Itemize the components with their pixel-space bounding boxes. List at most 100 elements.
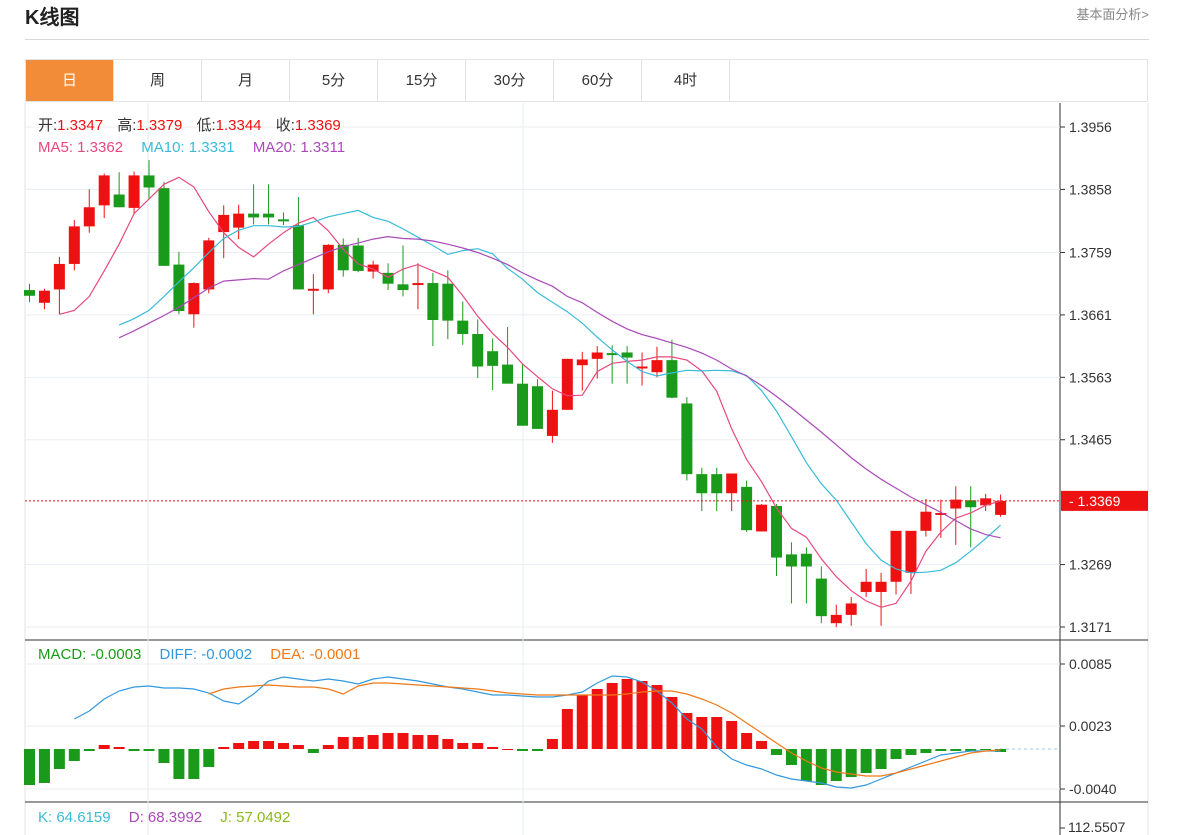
macd-bar	[292, 745, 304, 749]
page-title: K线图	[25, 7, 80, 29]
open-label: 开:	[38, 117, 57, 134]
tab-week[interactable]: 周	[114, 60, 202, 101]
y-tick-label: 1.3171	[1069, 619, 1112, 635]
macd-bar	[905, 749, 917, 755]
candle-body	[188, 283, 200, 315]
macd-bar	[307, 749, 319, 753]
dea-label: DEA: -0.0001	[270, 646, 360, 663]
macd-bar	[457, 743, 469, 749]
macd-bar	[875, 749, 887, 769]
candle-body	[83, 207, 95, 227]
candle-body	[935, 512, 947, 515]
macd-bar	[741, 733, 753, 749]
candle-body	[173, 264, 185, 312]
chart-frame	[24, 103, 1149, 835]
tab-5min[interactable]: 5分	[290, 60, 378, 101]
tab-day[interactable]: 日	[26, 60, 114, 101]
macd-bar	[143, 749, 155, 751]
candle-body	[606, 353, 618, 356]
candle-body	[920, 511, 932, 531]
y-tick-label: 1.3465	[1069, 432, 1112, 448]
tab-15min[interactable]: 15分	[378, 60, 466, 101]
macd-label: MACD: -0.0003	[38, 646, 141, 663]
title-divider	[25, 39, 1149, 40]
macd-bar	[711, 717, 723, 749]
y-tick-label: 1.3759	[1069, 244, 1112, 260]
macd-bar	[771, 749, 782, 755]
candle-body	[905, 530, 917, 573]
macd-bar	[800, 749, 812, 781]
macd-bar	[666, 697, 678, 749]
candle-body	[233, 213, 245, 228]
macd-bar	[322, 745, 334, 749]
candle-body	[636, 366, 648, 369]
macd-bar	[128, 749, 140, 751]
candle-body	[98, 175, 110, 206]
macd-bar	[487, 747, 499, 749]
kdj-info: K: 64.6159 D: 68.3992 J: 57.0492	[38, 809, 290, 826]
macd-bar	[845, 749, 857, 777]
macd-bar	[188, 749, 200, 779]
y-tick-label: 1.3269	[1069, 557, 1112, 573]
macd-bar	[397, 733, 409, 749]
fundamental-analysis-link[interactable]: 基本面分析>	[1076, 7, 1149, 22]
macd-bar	[531, 749, 543, 751]
candle-body	[412, 283, 424, 286]
y-tick-label: 1.3956	[1069, 119, 1112, 135]
macd-bar	[756, 741, 768, 749]
d-label: D: 68.3992	[129, 809, 202, 826]
macd-bar	[621, 679, 633, 749]
candle-body	[53, 263, 65, 290]
candle-body	[591, 352, 603, 359]
macd-bar	[890, 749, 902, 759]
candle-body	[561, 358, 573, 410]
macd-bar	[248, 741, 260, 749]
candle-body	[845, 603, 857, 615]
macd-bar	[38, 749, 50, 783]
macd-bar	[98, 745, 110, 749]
candle-body	[143, 175, 155, 188]
candle-body	[24, 290, 35, 296]
tab-30min[interactable]: 30分	[466, 60, 554, 101]
close-value: 1.3369	[295, 117, 341, 134]
macd-bar	[696, 717, 708, 749]
high-value: 1.3379	[136, 117, 182, 134]
macd-bar	[337, 737, 349, 749]
macd-bar	[218, 747, 230, 749]
macd-bar	[83, 749, 95, 751]
macd-bar	[442, 739, 454, 749]
candle-body	[621, 352, 633, 358]
ma20-label: MA20: 1.3311	[253, 139, 345, 156]
candle-body	[651, 360, 663, 373]
candle-body	[726, 473, 738, 494]
main-y-axis: 1.3956 1.3858 1.3759 1.3661 1.3563 1.3465 1.32…	[1060, 119, 1112, 635]
candle-body	[337, 244, 349, 271]
ma5-line	[59, 176, 1001, 608]
candle-body	[711, 474, 723, 494]
candle-body	[68, 226, 80, 264]
candle-body	[218, 214, 230, 233]
candlestick-series	[24, 160, 1007, 627]
candle-body	[980, 498, 992, 506]
tab-60min[interactable]: 60分	[554, 60, 642, 101]
candle-body	[546, 409, 558, 436]
candle-body	[517, 383, 529, 426]
candle-body	[248, 213, 260, 218]
macd-histogram	[24, 679, 1007, 785]
macd-bar	[277, 743, 289, 749]
macd-bar	[576, 695, 588, 749]
candle-body	[860, 581, 872, 592]
macd-bar	[920, 749, 932, 753]
candle-body	[950, 499, 962, 509]
macd-bar	[606, 683, 618, 749]
high-label: 高:	[117, 117, 136, 134]
tab-month[interactable]: 月	[202, 60, 290, 101]
candle-body	[666, 360, 678, 398]
tab-4hour[interactable]: 4时	[642, 60, 730, 101]
candle-body	[741, 486, 753, 531]
period-tabs: 日 周 月 5分 15分 30分 60分 4时	[25, 59, 1148, 102]
macd-y-tick-label: 0.0023	[1069, 718, 1112, 734]
macd-y-tick-label: 0.0085	[1069, 656, 1112, 672]
macd-bar	[382, 733, 394, 749]
